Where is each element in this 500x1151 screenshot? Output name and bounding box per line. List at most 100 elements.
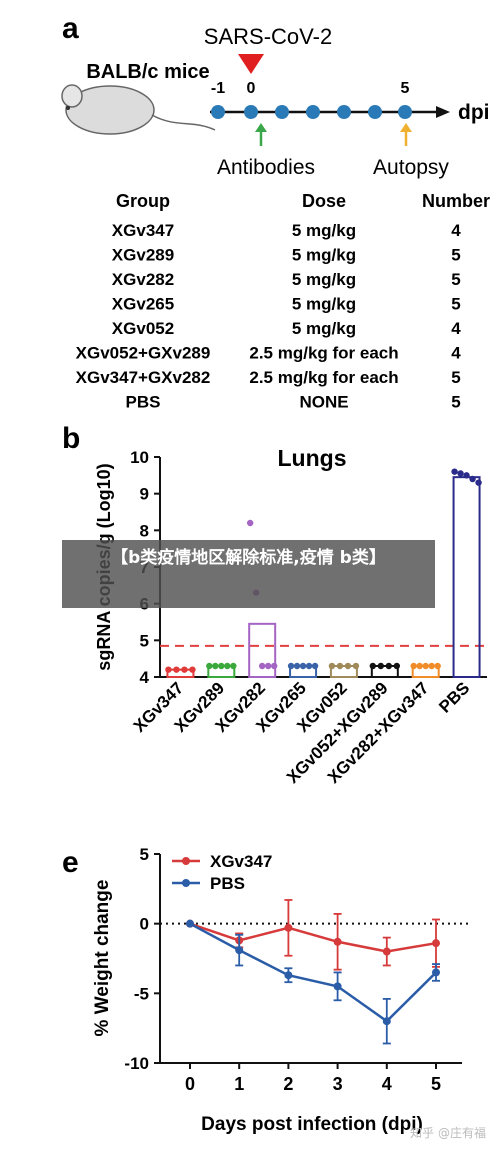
data-point — [293, 662, 301, 670]
table-cell: PBS — [126, 393, 161, 412]
antibodies-label: Antibodies — [217, 156, 315, 179]
x-axis-label: Days post infection (dpi) — [201, 1114, 423, 1135]
autopsy-label: Autopsy — [373, 156, 449, 179]
data-point — [328, 662, 336, 670]
data-point — [382, 1017, 391, 1026]
y-tick-label: -10 — [124, 1054, 149, 1073]
data-point — [246, 519, 254, 527]
data-point — [369, 662, 377, 670]
data-point — [385, 662, 393, 670]
bar — [248, 622, 277, 678]
data-point — [333, 982, 342, 991]
data-point — [173, 666, 180, 673]
table-cell: 5 — [451, 368, 460, 387]
data-point — [181, 666, 188, 673]
data-point — [352, 662, 360, 670]
data-point — [432, 968, 440, 977]
data-point — [305, 662, 313, 670]
table-header: Number — [422, 191, 490, 211]
data-point — [258, 662, 266, 670]
y-axis-label: % Weight change — [92, 880, 113, 1037]
data-point — [235, 946, 244, 955]
table-cell: XGv052 — [112, 319, 174, 338]
table-cell: 5 — [451, 270, 460, 289]
table-cell: XGv289 — [112, 246, 174, 265]
series-line — [189, 922, 437, 953]
chart-title: Lungs — [278, 445, 347, 471]
mouse-icon — [61, 84, 216, 135]
series-line — [189, 922, 437, 1023]
data-point — [382, 947, 391, 956]
data-point — [432, 939, 440, 948]
table-header: Group — [116, 191, 170, 211]
data-point — [270, 662, 278, 670]
y-tick-label: 5 — [140, 631, 149, 650]
data-point — [469, 475, 476, 483]
infection-marker-icon — [238, 54, 264, 74]
legend-label: PBS — [210, 874, 245, 893]
y-tick-label: 8 — [140, 521, 149, 540]
mouse-strain-label: BALB/c mice — [86, 61, 209, 83]
data-point — [230, 662, 237, 670]
article-title-banner: 【b类疫情地区解除标准,疫情 b类】 — [62, 540, 435, 608]
legend-marker — [182, 857, 190, 865]
tick-minus1: -1 — [211, 80, 225, 97]
panel-a-letter: a — [62, 12, 79, 45]
timeline-dots — [211, 105, 412, 119]
data-point — [475, 479, 482, 486]
table-cell: 4 — [451, 319, 461, 338]
data-point — [333, 937, 342, 946]
y-tick-label: 10 — [130, 448, 149, 467]
table-cell: 4 — [451, 221, 461, 240]
data-point — [189, 666, 196, 673]
data-point — [206, 662, 213, 670]
x-tick-label: 3 — [333, 1074, 343, 1094]
data-point — [224, 662, 231, 670]
table-cell: XGv347 — [112, 221, 174, 240]
panel-e-letter: e — [62, 846, 79, 879]
timeline-arrow-icon — [436, 106, 450, 118]
lungs-bar-chart: Lungs45678910sgRNA copies/g (Log10)XGv34… — [94, 445, 487, 787]
table-cell: XGv282 — [112, 270, 174, 289]
table-cell: XGv347+GXv282 — [76, 368, 211, 387]
table-cell: 5 — [451, 246, 460, 265]
table-cell: 5 mg/kg — [292, 221, 356, 240]
data-point — [422, 662, 429, 670]
antibody-arrow-icon — [255, 123, 267, 146]
data-point — [434, 662, 441, 670]
bar — [370, 665, 399, 678]
data-point — [344, 662, 352, 670]
timeline-dot-2 — [275, 105, 289, 119]
data-point — [218, 662, 225, 670]
data-point — [416, 662, 423, 670]
timeline-unit: dpi — [458, 101, 490, 124]
virus-label: SARS-CoV-2 — [204, 24, 332, 49]
tick-0: 0 — [247, 80, 256, 97]
timeline-dot-6 — [398, 105, 412, 119]
table-cell: 5 — [451, 295, 460, 314]
dose-table: Group Dose Number XGv347 5 mg/kg 4 XGv289 5 mg/… — [76, 191, 490, 412]
legend-marker — [182, 879, 190, 887]
table-cell: NONE — [299, 393, 348, 412]
tick-5: 5 — [401, 80, 410, 97]
data-point — [428, 662, 435, 670]
y-tick-label: 5 — [140, 845, 149, 864]
y-tick-label: 0 — [140, 915, 149, 934]
timeline-dot-5 — [368, 105, 382, 119]
x-tick-label: 2 — [283, 1074, 293, 1094]
watermark: 知乎 @庄有福 — [410, 1126, 486, 1140]
y-tick-label: -5 — [134, 984, 149, 1003]
table-cell: 5 mg/kg — [292, 270, 356, 289]
data-point — [264, 662, 272, 670]
data-point — [377, 662, 385, 670]
x-tick-label: 1 — [234, 1074, 244, 1094]
table-cell: 2.5 mg/kg for each — [249, 368, 398, 387]
data-point — [463, 472, 470, 479]
y-tick-label: 9 — [140, 485, 149, 504]
data-point — [165, 666, 172, 673]
x-tick-label: 0 — [185, 1074, 195, 1094]
table-cell: XGv265 — [112, 295, 174, 314]
x-tick-label: 5 — [431, 1074, 441, 1094]
weight-change-line-chart: 5 0 -5 -10 0 1 2 3 4 5 Days post infection (dpi) % … — [92, 845, 470, 1135]
